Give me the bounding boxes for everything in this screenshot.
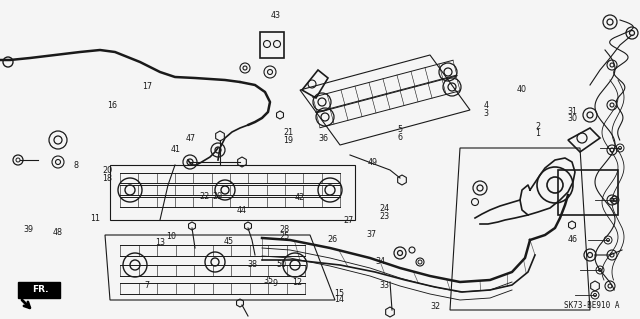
Text: 6: 6 bbox=[397, 133, 403, 142]
Text: 2: 2 bbox=[535, 122, 540, 130]
Text: 41: 41 bbox=[171, 145, 181, 154]
Text: 49: 49 bbox=[367, 158, 378, 167]
Text: 15: 15 bbox=[334, 289, 344, 298]
Text: 44: 44 bbox=[237, 206, 247, 215]
Text: 8: 8 bbox=[73, 161, 78, 170]
Text: 24: 24 bbox=[379, 204, 389, 213]
Text: 28: 28 bbox=[280, 225, 290, 234]
Text: 4: 4 bbox=[484, 101, 489, 110]
Text: 37: 37 bbox=[366, 230, 376, 239]
Text: 27: 27 bbox=[344, 216, 354, 225]
Text: 31: 31 bbox=[568, 107, 578, 115]
Text: 26: 26 bbox=[328, 235, 338, 244]
Text: 5: 5 bbox=[397, 125, 403, 134]
Text: 32: 32 bbox=[430, 302, 440, 311]
Text: 23: 23 bbox=[379, 212, 389, 221]
Text: 25: 25 bbox=[280, 232, 290, 241]
Text: 38: 38 bbox=[248, 260, 258, 269]
Text: 39: 39 bbox=[24, 225, 34, 234]
Text: 47: 47 bbox=[186, 134, 196, 143]
Text: 12: 12 bbox=[292, 278, 303, 287]
Text: 42: 42 bbox=[294, 193, 305, 202]
Text: 3: 3 bbox=[484, 109, 489, 118]
Text: 34: 34 bbox=[376, 257, 386, 266]
Text: 30: 30 bbox=[568, 114, 578, 122]
Text: 11: 11 bbox=[90, 214, 100, 223]
Text: 50: 50 bbox=[276, 260, 287, 269]
Polygon shape bbox=[18, 282, 60, 298]
Text: 48: 48 bbox=[52, 228, 63, 237]
Text: 17: 17 bbox=[142, 82, 152, 91]
Text: 45: 45 bbox=[224, 237, 234, 246]
Text: 36: 36 bbox=[318, 134, 328, 143]
Text: 16: 16 bbox=[107, 101, 117, 110]
Text: 43: 43 bbox=[270, 11, 280, 20]
Text: FR.: FR. bbox=[32, 286, 48, 294]
Text: 29: 29 bbox=[212, 192, 223, 201]
Text: 14: 14 bbox=[334, 295, 344, 304]
Text: 18: 18 bbox=[102, 174, 113, 183]
FancyArrowPatch shape bbox=[22, 300, 30, 308]
Text: 40: 40 bbox=[516, 85, 527, 94]
Text: 9: 9 bbox=[273, 279, 278, 288]
Text: 19: 19 bbox=[283, 136, 293, 145]
Text: 21: 21 bbox=[283, 128, 293, 137]
Text: SK73-BE910 A: SK73-BE910 A bbox=[564, 300, 620, 309]
Text: 46: 46 bbox=[568, 235, 578, 244]
Text: 10: 10 bbox=[166, 232, 177, 241]
Text: 35: 35 bbox=[264, 276, 274, 285]
Text: 20: 20 bbox=[102, 166, 113, 175]
Text: 33: 33 bbox=[379, 281, 389, 290]
Text: 22: 22 bbox=[200, 192, 210, 201]
Text: 13: 13 bbox=[155, 238, 165, 247]
Text: 7: 7 bbox=[145, 281, 150, 290]
Text: 1: 1 bbox=[535, 130, 540, 138]
